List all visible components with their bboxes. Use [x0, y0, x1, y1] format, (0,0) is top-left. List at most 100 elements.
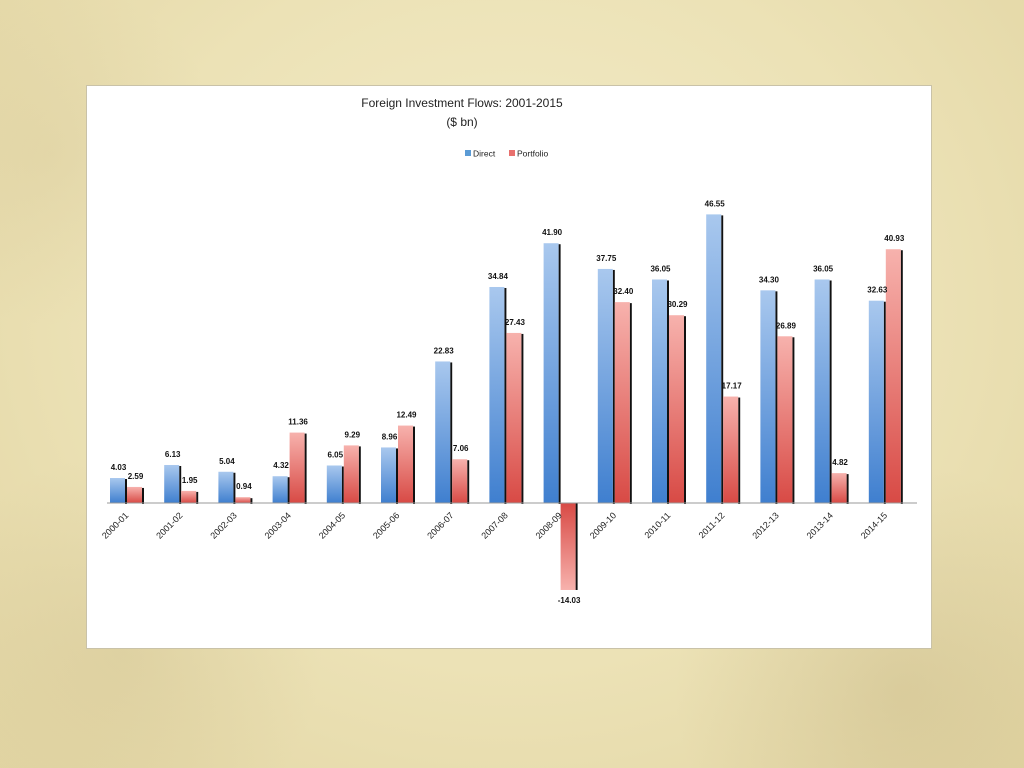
bar-shadow-direct [450, 362, 453, 504]
bar-shadow-direct [775, 291, 778, 504]
bar-shadow-portfolio [142, 487, 144, 504]
value-label-portfolio: 26.89 [776, 321, 797, 330]
value-label-portfolio: -14.03 [558, 596, 581, 605]
bar-portfolio-2004-05 [343, 445, 359, 503]
bar-shadow-direct [612, 269, 615, 504]
bar-portfolio-2009-10 [614, 302, 630, 503]
bar-portfolio-2008-09 [560, 503, 576, 590]
category-label: 2009-10 [588, 510, 618, 540]
bar-portfolio-2013-14 [831, 473, 847, 503]
value-label-portfolio: 17.17 [722, 382, 743, 391]
value-label-portfolio: 0.94 [236, 482, 252, 491]
legend: Direct Portfolio [465, 149, 548, 159]
category-label: 2008-09 [534, 510, 564, 540]
bar-direct-2009-10 [597, 268, 613, 503]
bar-direct-2014-15 [868, 300, 884, 503]
bar-shadow-direct [233, 472, 236, 504]
bar-portfolio-2002-03 [235, 497, 251, 503]
value-label-portfolio: 27.43 [505, 318, 526, 327]
value-label-portfolio: 40.93 [884, 234, 905, 243]
value-label-portfolio: 9.29 [345, 430, 361, 439]
bar-portfolio-2014-15 [885, 249, 901, 503]
value-labels-layer: 4.032.59 6.13 1.95 5.04 0.94 4.32 11.36 6.05 9.2… [111, 199, 905, 605]
chart-subtitle: ($ bn) [446, 115, 477, 129]
category-label: 2005-06 [371, 510, 401, 540]
bar-portfolio-2005-06 [398, 425, 413, 503]
bar-direct-2001-02 [164, 464, 180, 503]
bar-direct-2012-13 [760, 290, 776, 503]
bar-shadow-portfolio [792, 337, 795, 504]
value-label-direct: 34.84 [488, 272, 509, 281]
bar-portfolio-2006-07 [452, 459, 468, 503]
value-label-portfolio: 2.59 [128, 472, 144, 481]
bar-shadow-direct [341, 466, 344, 504]
bar-shadow-portfolio [900, 250, 903, 504]
bar-portfolio-2003-04 [289, 432, 305, 503]
bar-shadow-direct [504, 287, 507, 504]
bar-shadow-direct [883, 301, 886, 504]
value-label-direct: 6.05 [328, 450, 344, 459]
value-label-direct: 32.63 [867, 286, 888, 295]
chart-panel: Foreign Investment Flows: 2001-2015 ($ b… [87, 86, 931, 648]
bar-shadow-direct [125, 479, 127, 504]
category-label: 2012-13 [750, 510, 780, 540]
bar-portfolio-2010-11 [669, 315, 684, 503]
category-label: 2007-08 [479, 510, 509, 540]
bar-direct-2000-01 [110, 478, 125, 503]
bar-shadow-direct [667, 280, 669, 504]
value-label-direct: 37.75 [596, 254, 617, 263]
bar-direct-2011-12 [706, 214, 722, 503]
legend-swatch-direct [465, 150, 471, 156]
bars-layer [110, 214, 903, 590]
category-label: 2004-05 [317, 510, 347, 540]
value-label-direct: 22.83 [434, 346, 455, 355]
category-label: 2001-02 [154, 510, 184, 540]
value-label-direct: 36.05 [650, 264, 671, 273]
bar-shadow-direct [829, 280, 832, 504]
legend-swatch-portfolio [509, 150, 515, 156]
bar-chart: Foreign Investment Flows: 2001-2015 ($ b… [100, 96, 917, 605]
value-label-direct: 8.96 [382, 432, 398, 441]
value-label-direct: 34.30 [759, 275, 780, 284]
value-label-direct: 41.90 [542, 228, 563, 237]
bar-shadow-portfolio [304, 433, 307, 504]
bar-portfolio-2000-01 [127, 486, 142, 503]
category-label: 2002-03 [208, 510, 238, 540]
category-label: 2013-14 [805, 510, 835, 540]
value-label-direct: 6.13 [165, 450, 181, 459]
value-label-portfolio: 11.36 [288, 418, 308, 427]
value-label-direct: 46.55 [705, 199, 726, 208]
value-label-direct: 4.32 [273, 461, 289, 470]
bar-direct-2007-08 [489, 286, 505, 503]
bar-direct-2004-05 [326, 465, 342, 503]
bar-direct-2006-07 [435, 361, 451, 503]
bar-portfolio-2012-13 [777, 336, 793, 503]
bar-direct-2002-03 [218, 471, 234, 503]
bar-shadow-portfolio [521, 333, 524, 504]
bar-shadow-portfolio [629, 303, 632, 504]
bar-shadow-portfolio [196, 491, 199, 504]
bar-shadow-direct [721, 215, 724, 504]
value-label-direct: 4.03 [111, 463, 127, 472]
bar-direct-2013-14 [814, 279, 830, 503]
bar-portfolio-2001-02 [181, 490, 197, 503]
bar-shadow-direct [179, 465, 182, 504]
bar-shadow-direct [287, 477, 290, 504]
category-label: 2010-11 [642, 510, 672, 540]
value-label-portfolio: 1.95 [182, 476, 198, 485]
bar-shadow-portfolio [358, 446, 361, 504]
value-label-portfolio: 12.49 [396, 411, 417, 420]
bar-shadow-portfolio [846, 474, 849, 504]
legend-label-direct: Direct [473, 149, 496, 159]
bar-direct-2008-09 [543, 243, 559, 503]
bar-shadow-portfolio [467, 460, 470, 504]
bar-shadow-portfolio [250, 498, 253, 504]
value-label-direct: 36.05 [813, 264, 834, 273]
bar-shadow-direct [396, 448, 398, 504]
chart-title: Foreign Investment Flows: 2001-2015 [361, 96, 563, 110]
bar-portfolio-2007-08 [506, 332, 522, 503]
bar-portfolio-2011-12 [723, 396, 739, 503]
category-label: 2014-15 [859, 510, 889, 540]
legend-label-portfolio: Portfolio [517, 149, 548, 159]
category-labels-layer: 2000-01 2001-02 2002-03 2003-04 2004-05 2005-… [100, 510, 889, 540]
